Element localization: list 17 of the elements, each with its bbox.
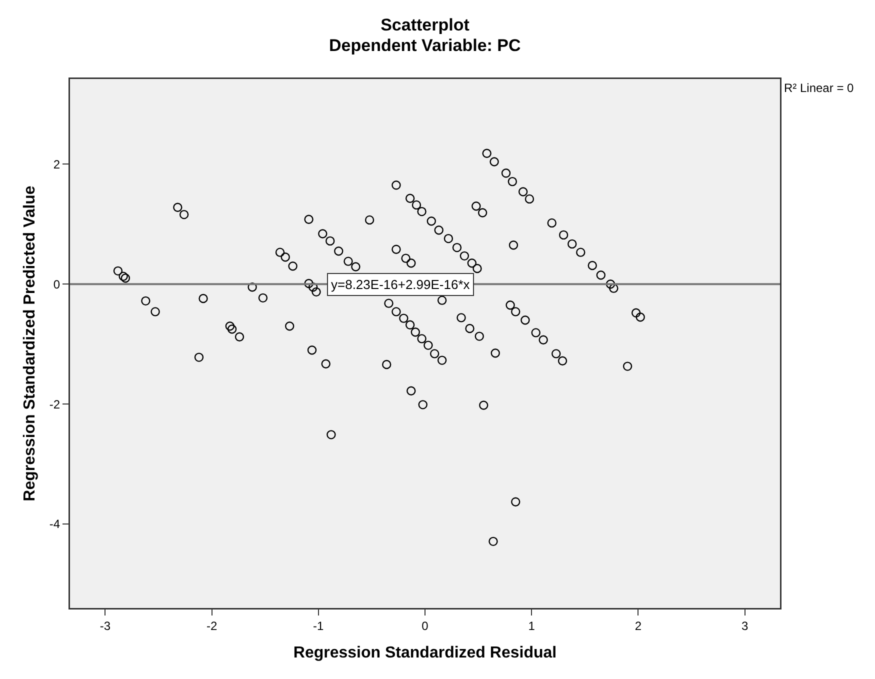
x-tick-label: -2	[206, 618, 218, 633]
y-axis-title: Regression Standardized Predicted Value	[22, 186, 39, 502]
x-tick-label: 3	[741, 618, 748, 633]
y-tick-label: -2	[49, 397, 60, 412]
chart-subtitle: Dependent Variable: PC	[329, 36, 521, 55]
x-tick-label: -3	[100, 618, 111, 633]
annotation: y=8.23E-16+2.99E-16*x	[331, 277, 470, 292]
chart-title: Scatterplot	[380, 16, 470, 35]
x-tick-label: 2	[634, 618, 642, 633]
text: R² Linear = 0	[784, 81, 854, 95]
x-tick-label: 1	[528, 618, 536, 633]
x-tick-label: 0	[422, 618, 429, 633]
x-tick-label: -1	[313, 618, 324, 633]
x-axis-title: Regression Standardized Residual	[293, 644, 557, 662]
y-tick-label: 2	[53, 157, 60, 172]
y-tick-label: -4	[49, 517, 60, 532]
y-tick-label: 0	[53, 277, 60, 292]
